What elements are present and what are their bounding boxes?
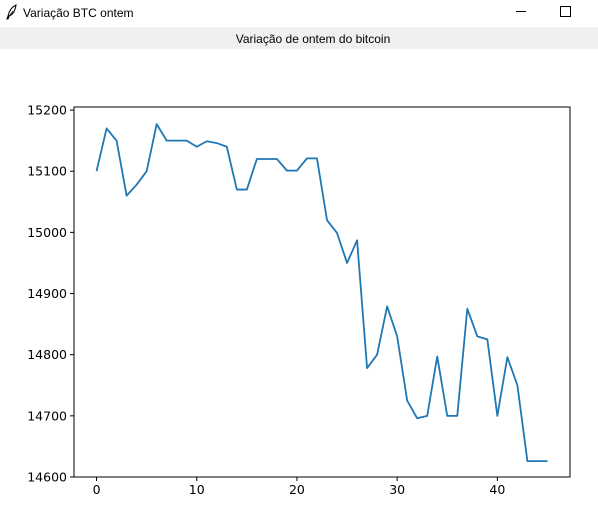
x-tick-label-30: 30 — [389, 482, 405, 497]
maximize-button[interactable] — [544, 0, 590, 26]
x-tick-label-20: 20 — [289, 482, 305, 497]
y-tick-label-15000: 15000 — [27, 225, 67, 240]
y-tick-label-14600: 14600 — [27, 470, 67, 485]
window-title: Variação BTC ontem — [23, 6, 134, 20]
series-line — [95, 123, 548, 463]
header-label: Variação de ontem do bitcoin — [235, 32, 391, 46]
x-tick-label-40: 40 — [489, 482, 505, 497]
y-tick-label-15200: 15200 — [27, 103, 67, 118]
line-chart: 0 10 20 30 40 14600 14700 14800 14900 15000 15100 1… — [27, 103, 571, 497]
y-tick-label-14800: 14800 — [27, 347, 67, 362]
y-tick-label-14700: 14700 — [27, 408, 67, 423]
plot-frame — [73, 106, 571, 478]
feather-icon — [6, 4, 17, 20]
minimize-icon — [516, 11, 526, 12]
x-tick-label-10: 10 — [189, 482, 205, 497]
x-tick-label-0: 0 — [93, 482, 101, 497]
minimize-button[interactable] — [498, 0, 544, 26]
title-bar: Variação BTC ontem — [0, 0, 598, 26]
y-tick-label-14900: 14900 — [27, 286, 67, 301]
y-tick-label-15100: 15100 — [27, 164, 67, 179]
maximize-icon — [560, 6, 571, 17]
header-label-bar: Variação de ontem do bitcoin — [0, 27, 598, 49]
